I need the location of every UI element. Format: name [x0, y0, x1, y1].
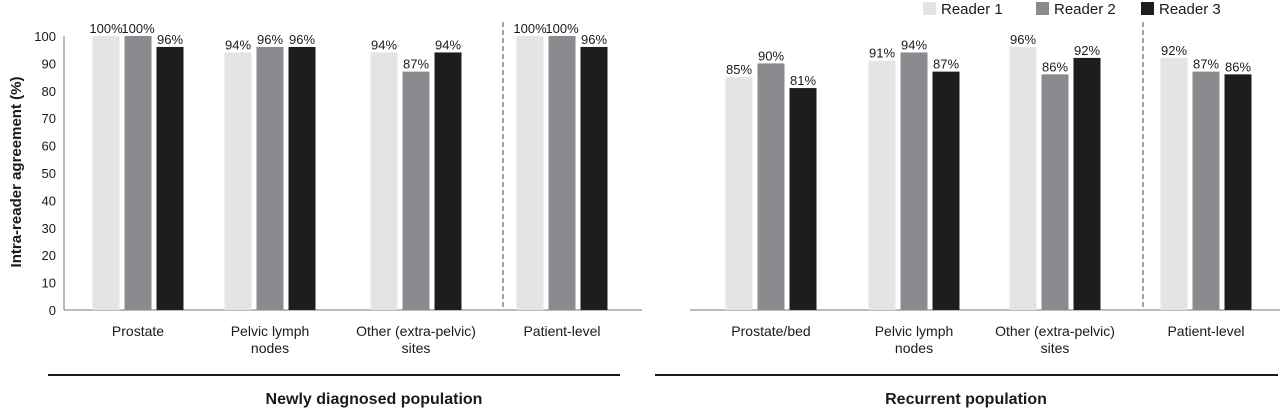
data-label: 96%	[1010, 32, 1036, 47]
legend-swatch	[1141, 2, 1154, 15]
data-label: 87%	[933, 57, 959, 72]
data-label: 85%	[726, 62, 752, 77]
bar	[1073, 57, 1101, 310]
y-tick-label: 50	[42, 166, 56, 181]
data-label: 96%	[289, 32, 315, 47]
bar	[548, 36, 576, 310]
group-label: Recurrent population	[885, 391, 1047, 408]
bar	[868, 60, 896, 310]
legend-label: Reader 3	[1159, 1, 1221, 18]
data-label: 94%	[901, 37, 927, 52]
y-axis: Intra-reader agreement (%) 0 10 20 30 40 50 60…	[8, 29, 56, 318]
data-label: 100%	[545, 21, 579, 36]
bar	[288, 46, 316, 311]
data-label: 94%	[371, 37, 397, 52]
legend-swatch	[1036, 2, 1049, 15]
bar	[725, 77, 753, 310]
y-tick-label: 60	[42, 139, 56, 154]
data-label: 86%	[1225, 59, 1251, 74]
y-axis-label: Intra-reader agreement (%)	[8, 77, 25, 268]
panel-recurrent: 85% 90% 81% Prostate/bed 91% 94% 87% Pelvic lym…	[655, 22, 1280, 408]
bar	[92, 36, 120, 310]
data-label: 81%	[790, 73, 816, 88]
bar	[124, 36, 152, 310]
data-label: 92%	[1074, 43, 1100, 58]
data-label: 87%	[403, 57, 429, 72]
bar	[516, 36, 544, 310]
bar	[580, 46, 608, 311]
bar	[789, 88, 817, 310]
bar	[156, 46, 184, 311]
y-tick-label: 40	[42, 193, 56, 208]
category-label: Other (extra-pelvic)	[995, 323, 1115, 339]
category-label: Patient-level	[523, 323, 600, 339]
category-label: Pelvic lymph	[875, 323, 954, 339]
y-tick-label: 100	[34, 29, 56, 44]
bar	[757, 63, 785, 311]
chart-legend: Reader 1 Reader 2 Reader 3	[923, 1, 1221, 18]
data-label: 87%	[1193, 57, 1219, 72]
data-label: 100%	[121, 21, 155, 36]
y-tick-label: 20	[42, 248, 56, 263]
data-label: 96%	[257, 32, 283, 47]
data-label: 94%	[225, 37, 251, 52]
y-tick-label: 70	[42, 111, 56, 126]
bar	[434, 52, 462, 310]
y-tick-label: 90	[42, 56, 56, 71]
category-label: sites	[1041, 340, 1070, 356]
data-label: 92%	[1161, 43, 1187, 58]
category-label: Prostate/bed	[731, 323, 810, 339]
data-label: 91%	[869, 46, 895, 61]
bar	[1009, 46, 1037, 311]
data-label: 94%	[435, 37, 461, 52]
legend-label: Reader 1	[941, 1, 1003, 18]
bar	[900, 52, 928, 310]
data-label: 100%	[89, 21, 123, 36]
bar	[402, 71, 430, 311]
bar	[256, 46, 284, 311]
bar	[932, 71, 960, 311]
category-label: sites	[402, 340, 431, 356]
bar	[1041, 74, 1069, 310]
y-tick-label: 10	[42, 276, 56, 291]
data-label: 96%	[157, 32, 183, 47]
bar	[370, 52, 398, 310]
category-label: Pelvic lymph	[231, 323, 310, 339]
data-label: 100%	[513, 21, 547, 36]
data-label: 96%	[581, 32, 607, 47]
category-label: nodes	[895, 340, 933, 356]
legend-label: Reader 2	[1054, 1, 1116, 18]
bar	[1160, 57, 1188, 310]
category-label: Prostate	[112, 323, 164, 339]
category-label: nodes	[251, 340, 289, 356]
y-tick-label: 30	[42, 221, 56, 236]
y-tick-label: 0	[49, 303, 56, 318]
category-label: Patient-level	[1167, 323, 1244, 339]
y-tick-label: 80	[42, 84, 56, 99]
legend-swatch	[923, 2, 936, 15]
bar	[1224, 74, 1252, 310]
category-label: Other (extra-pelvic)	[356, 323, 476, 339]
bar	[1192, 71, 1220, 311]
data-label: 90%	[758, 48, 784, 63]
bar	[224, 52, 252, 310]
data-label: 86%	[1042, 59, 1068, 74]
group-label: Newly diagnosed population	[266, 391, 483, 408]
